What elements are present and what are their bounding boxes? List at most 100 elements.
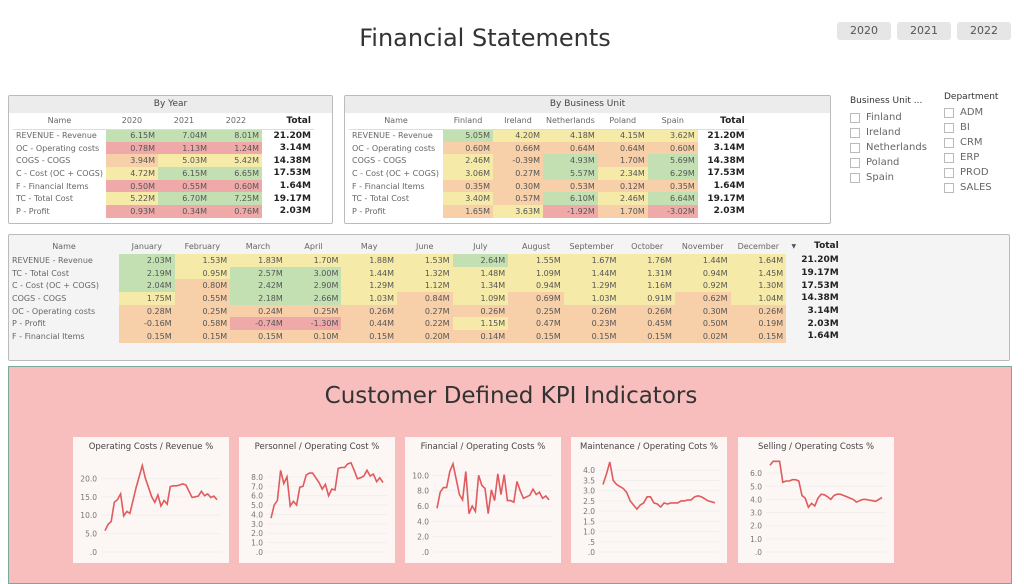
column-header[interactable]: November xyxy=(681,241,724,251)
table-row: COGS - COGS 3.94M 5.03M 5.42M 14.38M xyxy=(13,154,314,168)
checkbox[interactable] xyxy=(944,182,954,193)
value-cell: 1.76M xyxy=(619,254,675,267)
column-header[interactable]: August xyxy=(521,241,550,251)
row-total: 3.14M xyxy=(807,306,839,317)
column-header[interactable]: Ireland xyxy=(493,113,543,130)
table-row: TC - Total Cost 5.22M 6.70M 7.25M 19.17M xyxy=(13,192,314,206)
checkbox[interactable] xyxy=(850,172,860,183)
column-header[interactable]: Name xyxy=(52,241,76,251)
y-tick-label: .0 xyxy=(90,548,97,557)
kpi-section: Customer Defined KPI Indicators Operatin… xyxy=(8,366,1012,584)
row-name: P - Profit xyxy=(12,319,46,329)
value-cell: 2.18M xyxy=(230,292,286,305)
value-cell: 0.12M xyxy=(597,179,648,193)
column-header[interactable]: Name xyxy=(349,113,443,130)
checkbox[interactable] xyxy=(850,157,860,168)
row-total: 21.20M xyxy=(801,255,839,266)
value-cell: 3.63M xyxy=(493,205,543,218)
value-cell: 1.09M xyxy=(508,266,564,280)
slicer-item-label: Netherlands xyxy=(866,142,927,153)
table-row: F - Financial Items 0.50M 0.55M 0.60M 1.64M xyxy=(13,179,314,193)
y-tick-label: 1.0 xyxy=(583,528,595,537)
y-tick-label: 2.0 xyxy=(583,507,595,516)
chart-title: Operating Costs / Revenue % xyxy=(88,442,214,452)
checkbox[interactable] xyxy=(850,127,860,138)
checkbox[interactable] xyxy=(850,142,860,153)
column-header[interactable]: 2021 xyxy=(157,113,210,130)
value-cell: 0.24M xyxy=(230,304,286,318)
year-button-2021[interactable]: 2021 xyxy=(897,22,951,40)
checkbox[interactable] xyxy=(944,107,954,118)
column-header[interactable]: June xyxy=(416,241,434,251)
checkbox[interactable] xyxy=(944,122,954,133)
column-header[interactable]: Total xyxy=(261,113,314,130)
column-header[interactable]: July xyxy=(473,241,488,251)
slicer-item-bi[interactable]: BI xyxy=(944,120,998,135)
column-header[interactable]: October xyxy=(631,241,664,251)
value-cell: 0.10M xyxy=(285,330,342,343)
value-cell: 1.16M xyxy=(619,279,675,293)
table-row: TC - Total Cost 3.40M 0.57M 6.10M 2.46M 6.64M… xyxy=(349,192,748,206)
sort-desc-icon[interactable]: ▼ xyxy=(791,243,797,250)
value-cell: 1.44M xyxy=(341,266,397,280)
slicer-item-finland[interactable]: Finland xyxy=(850,110,927,125)
value-cell: 0.22M xyxy=(396,317,453,331)
y-tick-label: 10.0 xyxy=(412,471,429,480)
row-total: 14.38M xyxy=(707,155,745,166)
slicer-item-erp[interactable]: ERP xyxy=(944,150,998,165)
checkbox[interactable] xyxy=(944,137,954,148)
checkbox[interactable] xyxy=(850,112,860,123)
value-cell: 1.44M xyxy=(674,254,731,267)
slicer-item-label: BI xyxy=(960,122,970,133)
value-cell: 0.34M xyxy=(157,205,210,218)
value-cell: 0.55M xyxy=(174,292,231,305)
value-cell: 0.35M xyxy=(443,179,493,193)
slicer-item-netherlands[interactable]: Netherlands xyxy=(850,140,927,155)
slicer-item-poland[interactable]: Poland xyxy=(850,155,927,170)
kpi-chart-card: Personnel / Operating Cost % .0 1.0 2.0 3.0 4… xyxy=(239,437,395,563)
column-header[interactable]: Total xyxy=(697,113,748,130)
value-cell: 5.03M xyxy=(157,154,210,168)
column-header[interactable]: December xyxy=(737,241,780,251)
value-cell: 0.28M xyxy=(119,304,175,318)
slicer-item-label: ERP xyxy=(960,152,980,163)
column-header[interactable]: ▼ Total xyxy=(791,241,839,251)
slicer-item-spain[interactable]: Spain xyxy=(850,170,927,185)
value-cell: 0.20M xyxy=(396,330,453,343)
value-cell: 2.64M xyxy=(452,254,509,267)
column-header[interactable]: February xyxy=(184,241,221,251)
slicer-item-ireland[interactable]: Ireland xyxy=(850,125,927,140)
column-header[interactable]: Poland xyxy=(597,113,648,130)
value-cell: 4.93M xyxy=(543,154,598,168)
column-header[interactable]: September xyxy=(569,241,614,251)
value-cell: 0.15M xyxy=(230,330,286,343)
value-cell: 1.44M xyxy=(563,266,620,280)
column-header[interactable]: Spain xyxy=(647,113,698,130)
slicer-item-label: SALES xyxy=(960,182,992,193)
checkbox[interactable] xyxy=(944,167,954,178)
y-tick-label: 3.0 xyxy=(750,509,762,518)
value-cell: 0.23M xyxy=(563,317,620,331)
column-header[interactable]: 2020 xyxy=(105,113,158,130)
year-button-2022[interactable]: 2022 xyxy=(957,22,1011,40)
slicer-item-label: Spain xyxy=(866,172,894,183)
value-cell: 0.66M xyxy=(493,141,543,155)
slicer-item-sales[interactable]: SALES xyxy=(944,180,998,195)
column-header[interactable]: Name xyxy=(13,113,106,130)
column-header[interactable]: 2022 xyxy=(209,113,262,130)
value-cell: 6.64M xyxy=(647,192,698,206)
column-header[interactable]: Netherlands xyxy=(543,113,598,130)
value-cell: 0.60M xyxy=(209,179,262,193)
column-header[interactable]: January xyxy=(131,241,162,251)
slicer-item-adm[interactable]: ADM xyxy=(944,105,998,120)
slicer-item-prod[interactable]: PROD xyxy=(944,165,998,180)
column-header[interactable]: Finland xyxy=(443,113,493,130)
column-header[interactable]: April xyxy=(304,241,323,251)
value-cell: 1.67M xyxy=(563,254,620,267)
column-header[interactable]: March xyxy=(245,241,271,251)
slicer-item-crm[interactable]: CRM xyxy=(944,135,998,150)
checkbox[interactable] xyxy=(944,152,954,163)
row-name: TC - Total Cost xyxy=(16,194,73,204)
column-header[interactable]: May xyxy=(360,241,378,251)
year-button-2020[interactable]: 2020 xyxy=(837,22,891,40)
